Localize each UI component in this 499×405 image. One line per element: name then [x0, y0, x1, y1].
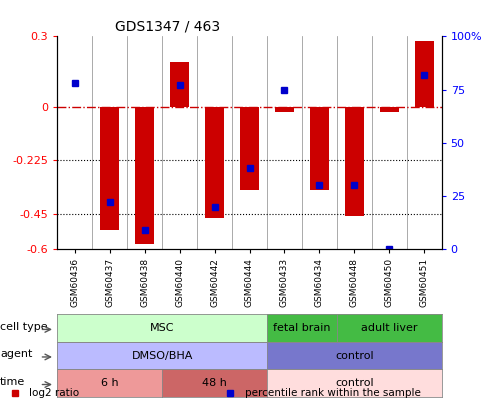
- Bar: [310, 107, 329, 190]
- Bar: [170, 62, 189, 107]
- Bar: [205, 107, 224, 218]
- Text: time: time: [0, 377, 25, 387]
- Text: cell type: cell type: [0, 322, 47, 332]
- Text: control: control: [335, 378, 374, 388]
- Bar: [380, 107, 399, 112]
- Bar: [415, 41, 434, 107]
- Bar: [275, 107, 294, 112]
- Text: agent: agent: [0, 349, 32, 359]
- Bar: [240, 107, 259, 190]
- Text: control: control: [335, 351, 374, 360]
- Text: GDS1347 / 463: GDS1347 / 463: [115, 20, 220, 34]
- Bar: [100, 107, 119, 230]
- Text: adult liver: adult liver: [361, 323, 418, 333]
- Text: MSC: MSC: [150, 323, 175, 333]
- Text: 48 h: 48 h: [202, 378, 227, 388]
- Text: DMSO/BHA: DMSO/BHA: [132, 351, 193, 360]
- Bar: [135, 107, 154, 244]
- Text: 6 h: 6 h: [101, 378, 119, 388]
- Bar: [345, 107, 364, 216]
- Text: percentile rank within the sample: percentile rank within the sample: [245, 388, 421, 398]
- Text: fetal brain: fetal brain: [273, 323, 331, 333]
- Text: log2 ratio: log2 ratio: [29, 388, 79, 398]
